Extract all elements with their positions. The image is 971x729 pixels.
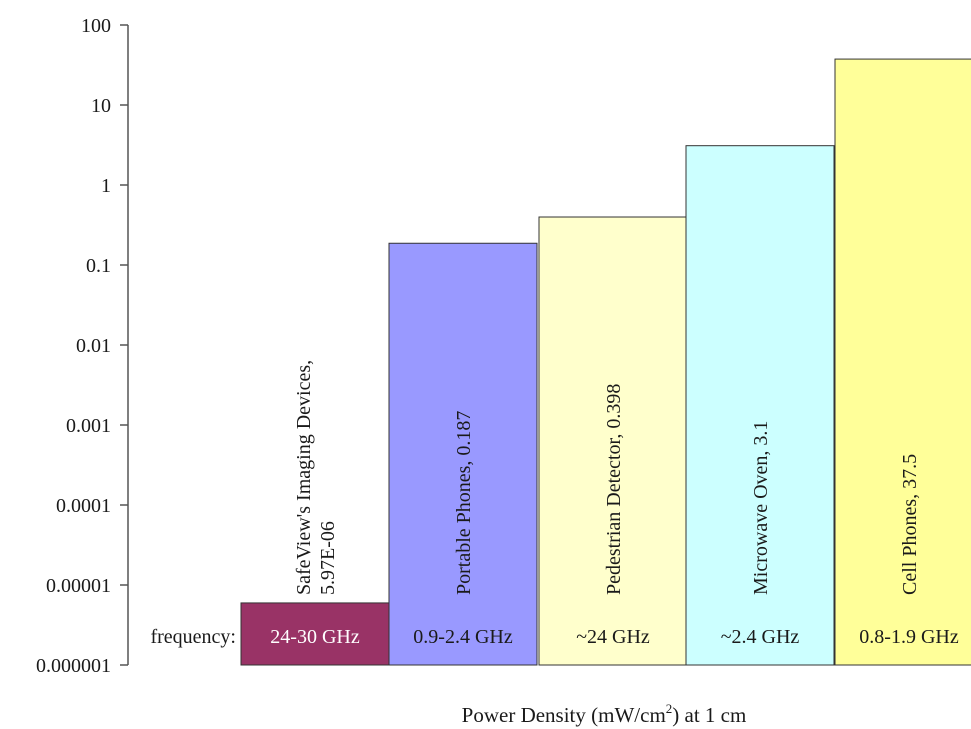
bar-labels: SafeView's Imaging Devices, 5.97E-06 Porta… (293, 360, 921, 595)
y-tick-label: 0.0001 (56, 495, 111, 517)
bar (834, 58, 971, 666)
y-tick-label: 10 (91, 95, 111, 117)
bar-label: 5.97E-06 (317, 521, 339, 595)
x-axis-label-suffix: ) at 1 cm (672, 703, 746, 727)
y-tick-label: 0.001 (66, 415, 111, 437)
frequency-label: 24-30 GHz (270, 626, 360, 648)
y-tick-label: 0.000001 (36, 655, 111, 677)
bar (538, 216, 688, 666)
y-tick-label: 0.00001 (46, 575, 111, 597)
x-axis-label-superscript: 2 (666, 701, 673, 716)
frequency-row-label: frequency: (150, 626, 236, 648)
bar-label: Pedestrian Detector, 0.398 (603, 384, 625, 595)
y-tick-label: 0.1 (86, 255, 111, 277)
y-tick-label: 0.01 (76, 335, 111, 357)
frequency-label: ~24 GHz (576, 626, 650, 648)
bar-label: Microwave Oven, 3.1 (750, 421, 772, 595)
y-tick-label: 100 (81, 15, 111, 37)
x-axis-label-prefix: Power Density (mW/cm (462, 703, 666, 727)
frequency-labels: 24-30 GHz 0.9-2.4 GHz ~24 GHz ~2.4 GHz 0.8-1… (270, 626, 959, 648)
x-axis-label: Power Density (mW/cm2) at 1 cm (462, 701, 747, 727)
y-axis: 100 10 1 0.1 0.01 0.001 0.0001 0.00001 0.000001 (36, 15, 129, 677)
bar (388, 242, 538, 666)
bar-label: Portable Phones, 0.187 (453, 411, 475, 595)
frequency-label: 0.9-2.4 GHz (413, 626, 513, 648)
bar-label: Cell Phones, 37.5 (899, 454, 921, 595)
frequency-label: ~2.4 GHz (721, 626, 800, 648)
bar-label: SafeView's Imaging Devices, (293, 360, 315, 595)
bars (240, 58, 971, 666)
bar (685, 145, 835, 666)
frequency-label: 0.8-1.9 GHz (859, 626, 959, 648)
y-tick-label: 1 (101, 175, 111, 197)
